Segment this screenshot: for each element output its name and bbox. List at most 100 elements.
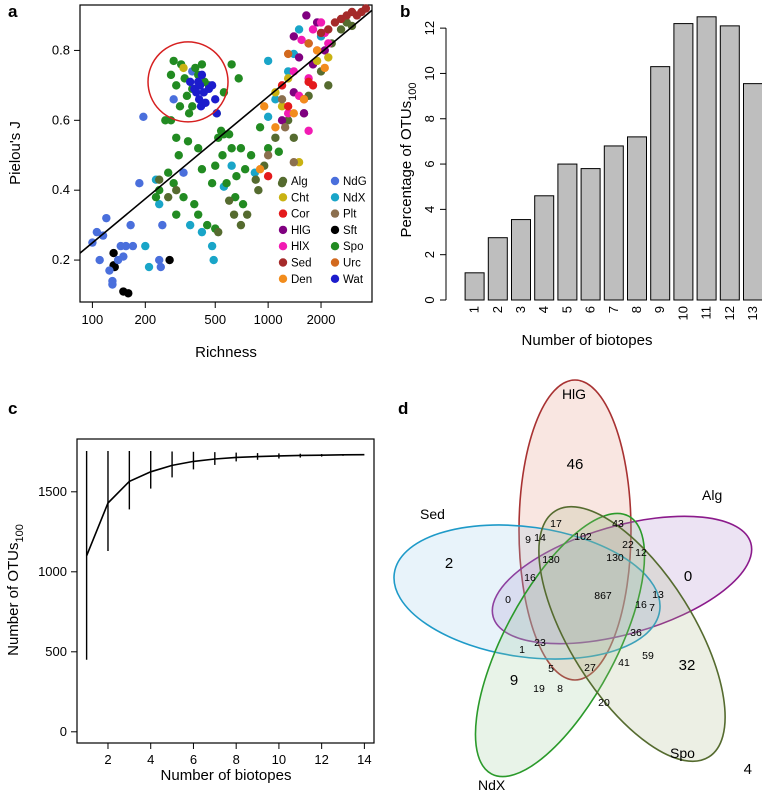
point-Spo-27 xyxy=(231,192,240,202)
point-Spo-26 xyxy=(227,144,236,153)
point-NdG-4 xyxy=(102,213,111,223)
point-Spo-25 xyxy=(224,130,234,139)
point-Spo-21 xyxy=(211,161,220,170)
y-axis-label-c-main: Number of OTUs xyxy=(5,543,22,656)
x-tick-label-a-3: 1000 xyxy=(254,312,283,327)
point-Spo-52 xyxy=(263,144,273,153)
venn-count-5: 867 xyxy=(594,590,612,602)
point-Wat-12 xyxy=(211,95,220,104)
scatter-points xyxy=(88,4,371,298)
point-Den-6 xyxy=(260,102,269,111)
point-NdG-14 xyxy=(156,262,165,272)
point-Wat-2 xyxy=(192,88,201,97)
point-Alg-1 xyxy=(164,192,173,202)
point-NdX-5 xyxy=(207,241,217,251)
point-NdG-21 xyxy=(128,241,138,251)
point-Sed-6 xyxy=(361,4,371,13)
highlight-circle xyxy=(147,41,229,123)
bar-3 xyxy=(511,219,531,301)
x-tick-label-c-5: 12 xyxy=(314,752,328,767)
point-Alg-16 xyxy=(336,25,346,34)
legend-label-Cht: Cht xyxy=(291,192,310,204)
point-Alg-12 xyxy=(289,133,299,142)
point-HlX-4 xyxy=(308,25,318,34)
point-NdG-2 xyxy=(95,255,104,265)
point-Alg-9 xyxy=(271,133,280,142)
point-HlG-0 xyxy=(289,32,299,41)
venn-count-10: 14 xyxy=(534,532,546,544)
bar-6 xyxy=(580,168,601,301)
accumulation-curve xyxy=(85,453,365,557)
point-Alg-2 xyxy=(172,185,181,195)
point-NdG-17 xyxy=(169,95,178,104)
point-Spo-40 xyxy=(151,192,161,202)
point-Wat-11 xyxy=(207,81,217,90)
point-Plt-2 xyxy=(277,95,287,104)
point-Spo-51 xyxy=(255,123,265,132)
y-tick-label-b-6: 12 xyxy=(422,21,437,35)
legend-label-Alg: Alg xyxy=(291,176,308,188)
point-Spo-2 xyxy=(172,81,181,90)
point-Sed-0 xyxy=(330,18,340,27)
point-Spo-38 xyxy=(202,220,212,230)
point-NdG-10 xyxy=(121,241,131,251)
legend-label-Wat: Wat xyxy=(343,274,364,286)
legend-label-Sft: Sft xyxy=(343,225,358,237)
y-tick-label-c-1: 500 xyxy=(45,644,67,659)
x-tick-label-c-4: 10 xyxy=(272,752,286,767)
venn-count-28: 8 xyxy=(557,683,563,695)
point-Spo-31 xyxy=(246,151,256,160)
legend-marker-Sed xyxy=(278,258,288,267)
point-NdX-13 xyxy=(263,56,273,66)
legend-marker-Cht xyxy=(278,193,288,202)
panel-label-d: d xyxy=(398,399,408,418)
venn-count-26: 5 xyxy=(548,663,554,675)
legend-marker-Sft xyxy=(330,225,340,235)
x-tick-label-a-1: 200 xyxy=(134,312,156,327)
x-tick-label-c-6: 14 xyxy=(357,752,371,767)
y-tick-label-a-0: 0.2 xyxy=(52,252,70,267)
x-tick-label-b-0: 1 xyxy=(467,306,482,313)
point-Cor-5 xyxy=(308,81,318,90)
point-Spo-50 xyxy=(232,172,241,181)
y-axis-label-b-sub: 100 xyxy=(407,82,419,100)
scatter-panel-a: 100 200 500 1000 2000 0.2 0.4 0.6 0.8 Alg NdG Cht N… xyxy=(7,4,373,361)
legend-marker-Spo xyxy=(330,242,340,251)
point-NdX-2 xyxy=(155,199,164,209)
legend-label-Plt: Plt xyxy=(343,209,357,221)
legend-label-HlG: HlG xyxy=(291,225,311,237)
point-Sed-7 xyxy=(324,25,333,34)
point-Spo-7 xyxy=(184,109,194,118)
point-Spo-47 xyxy=(172,210,181,219)
venn-ellipse-alg xyxy=(491,515,753,645)
bar-8 xyxy=(627,136,647,301)
point-Cor-2 xyxy=(283,102,293,111)
x-tick-label-c-2: 6 xyxy=(190,752,197,767)
point-Spo-36 xyxy=(190,199,199,209)
venn-count-12: 130 xyxy=(606,552,624,564)
legend-label-Urc: Urc xyxy=(343,258,361,270)
point-Spo-18 xyxy=(194,144,203,153)
x-tick-label-b-11: 12 xyxy=(722,306,737,320)
point-NdX-3 xyxy=(185,220,195,230)
venn-count-9: 9 xyxy=(525,534,531,546)
y-tick-label-b-1: 2 xyxy=(422,251,437,258)
point-Den-1 xyxy=(271,123,280,132)
venn-count-4: 32 xyxy=(679,657,696,674)
point-Cht-0 xyxy=(179,63,188,73)
venn-count-8: 43 xyxy=(612,518,624,530)
venn-count-17: 0 xyxy=(505,594,511,606)
venn-count-1: 0 xyxy=(684,568,692,585)
point-Den-5 xyxy=(312,46,322,55)
point-Spo-15 xyxy=(172,133,181,142)
point-Spo-11 xyxy=(197,60,207,69)
legend-marker-Wat xyxy=(330,274,340,283)
point-Spo-1 xyxy=(169,56,178,66)
point-Den-2 xyxy=(289,109,299,118)
point-Sft-3 xyxy=(124,289,133,298)
point-Alg-5 xyxy=(229,210,239,219)
bar-4 xyxy=(534,195,555,301)
